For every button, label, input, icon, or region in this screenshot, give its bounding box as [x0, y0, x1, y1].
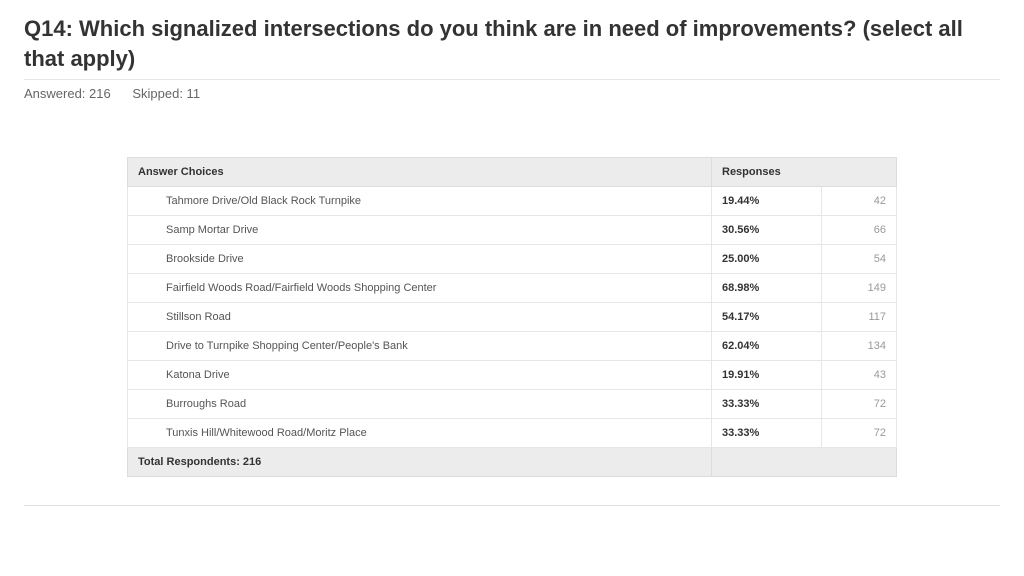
choice-pct: 30.56%	[712, 216, 822, 245]
table-row: Stillson Road 54.17% 117	[128, 303, 897, 332]
title-divider	[24, 79, 1000, 80]
choice-count: 72	[822, 419, 897, 448]
table-body: Tahmore Drive/Old Black Rock Turnpike 19…	[128, 187, 897, 448]
results-table: Answer Choices Responses Tahmore Drive/O…	[127, 157, 897, 477]
table-row: Burroughs Road 33.33% 72	[128, 390, 897, 419]
choice-pct: 25.00%	[712, 245, 822, 274]
choice-pct: 68.98%	[712, 274, 822, 303]
choice-count: 54	[822, 245, 897, 274]
table-footer-row: Total Respondents: 216	[128, 448, 897, 477]
choice-label: Tahmore Drive/Old Black Rock Turnpike	[128, 187, 712, 216]
choice-label: Katona Drive	[128, 361, 712, 390]
choice-label: Drive to Turnpike Shopping Center/People…	[128, 332, 712, 361]
table-row: Samp Mortar Drive 30.56% 66	[128, 216, 897, 245]
choice-count: 134	[822, 332, 897, 361]
choice-count: 42	[822, 187, 897, 216]
skipped-count: Skipped: 11	[132, 86, 200, 101]
table-row: Brookside Drive 25.00% 54	[128, 245, 897, 274]
answered-count: Answered: 216	[24, 86, 111, 101]
table-row: Katona Drive 19.91% 43	[128, 361, 897, 390]
footer-blank	[712, 448, 897, 477]
response-meta: Answered: 216 Skipped: 11	[24, 86, 1000, 101]
choice-label: Tunxis Hill/Whitewood Road/Moritz Place	[128, 419, 712, 448]
choice-pct: 62.04%	[712, 332, 822, 361]
choice-pct: 54.17%	[712, 303, 822, 332]
table-row: Drive to Turnpike Shopping Center/People…	[128, 332, 897, 361]
choice-pct: 33.33%	[712, 390, 822, 419]
choice-pct: 33.33%	[712, 419, 822, 448]
choice-label: Samp Mortar Drive	[128, 216, 712, 245]
col-header-responses: Responses	[712, 158, 897, 187]
choice-count: 149	[822, 274, 897, 303]
choice-pct: 19.44%	[712, 187, 822, 216]
choice-label: Brookside Drive	[128, 245, 712, 274]
table-row: Tahmore Drive/Old Black Rock Turnpike 19…	[128, 187, 897, 216]
choice-count: 43	[822, 361, 897, 390]
choice-label: Fairfield Woods Road/Fairfield Woods Sho…	[128, 274, 712, 303]
choice-label: Burroughs Road	[128, 390, 712, 419]
col-header-choices: Answer Choices	[128, 158, 712, 187]
total-respondents: Total Respondents: 216	[128, 448, 712, 477]
table-header-row: Answer Choices Responses	[128, 158, 897, 187]
bottom-divider	[24, 505, 1000, 506]
choice-label: Stillson Road	[128, 303, 712, 332]
choice-count: 117	[822, 303, 897, 332]
choice-count: 66	[822, 216, 897, 245]
table-row: Fairfield Woods Road/Fairfield Woods Sho…	[128, 274, 897, 303]
results-table-container: Answer Choices Responses Tahmore Drive/O…	[127, 157, 897, 477]
choice-count: 72	[822, 390, 897, 419]
choice-pct: 19.91%	[712, 361, 822, 390]
question-title: Q14: Which signalized intersections do y…	[24, 14, 1000, 73]
table-row: Tunxis Hill/Whitewood Road/Moritz Place …	[128, 419, 897, 448]
